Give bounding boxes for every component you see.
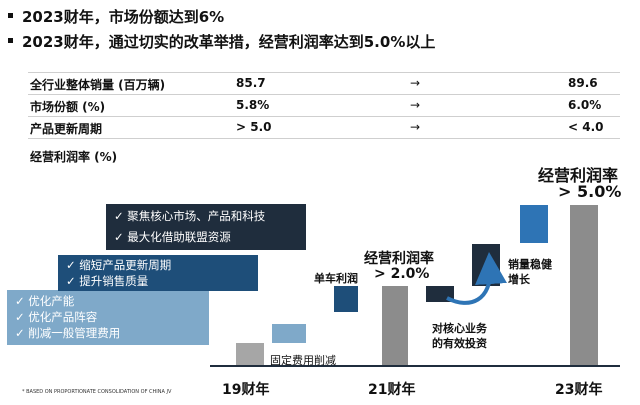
bullet-2: 2023财年，通过切实的改革举措，经营利润率达到5.0%以上 <box>8 31 435 52</box>
table-row: 全行业整体销量 (百万辆) 85.7 → 89.6 <box>28 73 620 95</box>
row-label: 全行业整体销量 (百万辆) <box>30 78 166 92</box>
bullet-marker <box>8 38 13 43</box>
row-label: 市场份额 (%) <box>30 100 106 114</box>
investment-label-2: 的有效投资 <box>432 337 487 350</box>
baseline <box>210 365 620 367</box>
bullet-2-text: 2023财年，通过切实的改革举措，经营利润率达到5.0%以上 <box>22 33 436 51</box>
bullet-1-text: 2023财年，市场份额达到6% <box>22 8 225 26</box>
box-light: ✓ 优化产能 ✓ 优化产品阵容 ✓ 削减一般管理费用 <box>7 290 209 345</box>
row-start: 85.7 <box>236 76 266 90</box>
curved-arrow-icon <box>446 252 507 305</box>
row-label: 产品更新周期 <box>30 122 103 136</box>
box-dark-item: ✓ 聚焦核心市场、产品和科技 <box>114 209 266 223</box>
x-label-fy23: 23财年 <box>555 382 603 398</box>
end-margin-title: 经营利润率 <box>538 166 619 185</box>
sales-growth-label-1: 销量稳健 <box>508 258 552 271</box>
mid-margin-value: > 2.0% <box>374 266 430 282</box>
box-mid-item: ✓ 缩短产品更新周期 <box>66 258 172 272</box>
box-dark: ✓ 聚焦核心市场、产品和科技 ✓ 最大化借助联盟资源 <box>106 204 306 250</box>
bar-dark-step <box>472 244 500 286</box>
box-light-item: ✓ 削减一般管理费用 <box>15 326 121 340</box>
bar-fy21 <box>382 286 408 365</box>
row-end: 89.6 <box>568 76 598 90</box>
bar-sales-growth <box>520 205 548 243</box>
box-light-item: ✓ 优化产能 <box>15 294 75 308</box>
end-margin-value: > 5.0% <box>558 182 622 201</box>
investment-label-1: 对核心业务 <box>432 322 487 335</box>
box-dark-item: ✓ 最大化借助联盟资源 <box>114 230 231 244</box>
table-top-rule <box>28 72 620 73</box>
box-mid: ✓ 缩短产品更新周期 ✓ 提升销售质量 <box>58 255 258 291</box>
bar-fy23 <box>570 205 598 365</box>
x-label-fy21: 21财年 <box>368 382 416 398</box>
unit-profit-label: 单车利润 <box>314 272 358 285</box>
table-row: 市场份额 (%) 5.8% → 6.0% <box>28 95 620 117</box>
row-start: > 5.0 <box>236 120 272 134</box>
row-start: 5.8% <box>236 98 270 112</box>
footnote: * BASED ON PROPORTIONATE CONSOLIDATION O… <box>22 389 172 395</box>
arrow-right-icon: → <box>410 120 421 134</box>
chart-label: 经营利润率 (%) <box>30 150 118 164</box>
x-label-fy19: 19财年 <box>222 382 270 398</box>
mid-margin-title: 经营利润率 <box>364 251 434 267</box>
arrow-right-icon: → <box>410 98 421 112</box>
fixed-cost-label: 固定费用削减 <box>270 354 336 367</box>
box-light-item: ✓ 优化产品阵容 <box>15 310 98 324</box>
table-row: 产品更新周期 > 5.0 → < 4.0 <box>28 117 620 139</box>
bullet-1: 2023财年，市场份额达到6% <box>8 6 224 27</box>
row-end: < 4.0 <box>568 120 604 134</box>
bar-unit-profit <box>334 286 358 312</box>
bar-light-step <box>272 324 306 343</box>
arrow-right-icon: → <box>410 76 421 90</box>
bar-fixed-cost <box>236 343 264 365</box>
row-end: 6.0% <box>568 98 602 112</box>
bullet-marker <box>8 13 13 18</box>
sales-growth-label-2: 增长 <box>508 273 530 286</box>
box-mid-item: ✓ 提升销售质量 <box>66 274 149 288</box>
